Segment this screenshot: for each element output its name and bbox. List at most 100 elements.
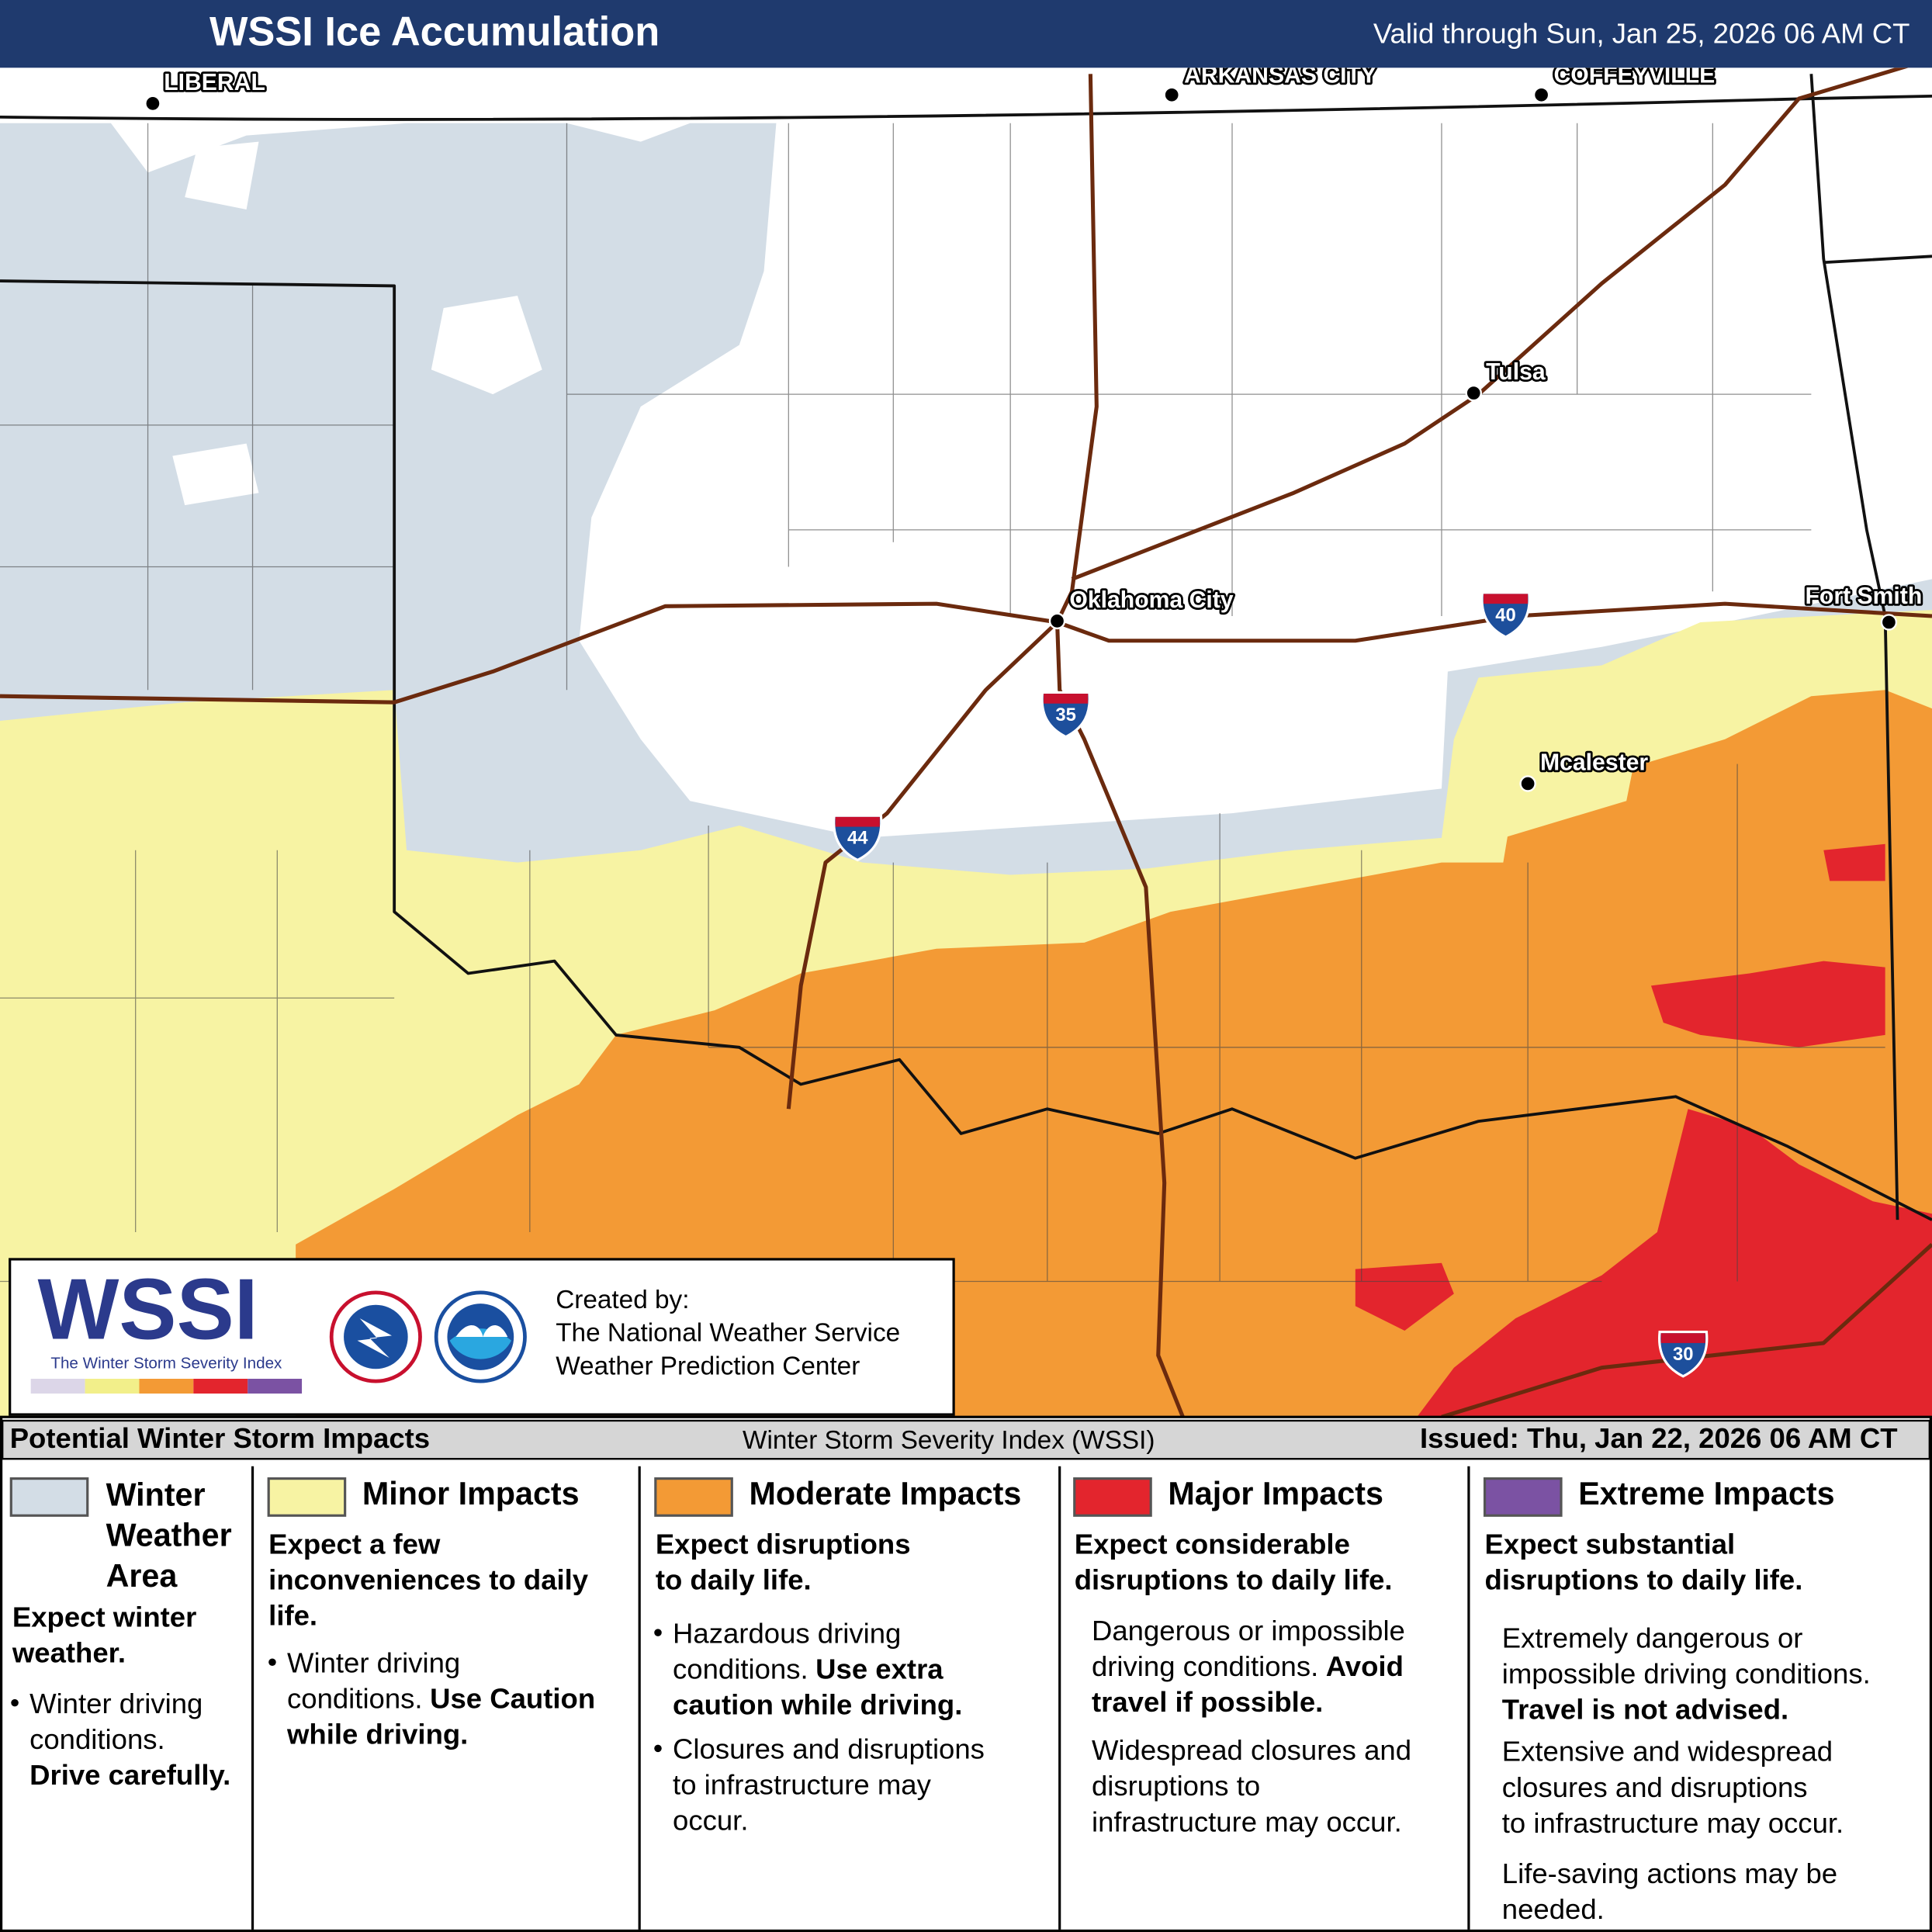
legend-text-line: infrastructure may occur. xyxy=(1092,1806,1402,1837)
legend-category-name: Winter xyxy=(106,1477,206,1512)
minor-impacts-patch xyxy=(1453,726,1639,838)
legend-index-name: Winter Storm Severity Index (WSSI) xyxy=(743,1426,1155,1455)
legend-text: conditions. xyxy=(29,1723,165,1754)
city-label: COFFEYVILLE xyxy=(1553,62,1715,88)
legend-text: infrastructure may occur. xyxy=(1092,1806,1402,1837)
legend-text-line: disruptions to xyxy=(1092,1770,1260,1802)
legend-text: disruptions to xyxy=(1092,1770,1260,1802)
major-impacts-area xyxy=(1355,843,1932,1418)
county-lines xyxy=(0,123,1885,1283)
city-dot xyxy=(1519,775,1536,792)
state-borders xyxy=(0,74,1932,1221)
city-dot xyxy=(1163,86,1180,103)
city-label: ARKANSAS CITY xyxy=(1184,62,1376,88)
legend-text: Extensive and widespread xyxy=(1502,1735,1833,1767)
legend-category-name: Minor Impacts xyxy=(362,1476,580,1511)
legend-emphasis: Avoid xyxy=(1326,1650,1404,1682)
legend-text: driving conditions. xyxy=(1092,1650,1318,1682)
city-label: Fort Smith xyxy=(1806,583,1923,609)
legend-emphasis: Use extra xyxy=(815,1653,943,1684)
interstate-shield-top xyxy=(835,816,880,827)
legend-text: conditions. xyxy=(287,1682,423,1714)
logo-color-bar xyxy=(30,1378,303,1394)
legend-text: Dangerous or impossible xyxy=(1092,1615,1405,1646)
legend-text-line: Extensive and widespread xyxy=(1502,1735,1833,1767)
legend-text: Closures and disruptions xyxy=(673,1733,985,1764)
legend-bullet xyxy=(268,1658,276,1666)
legend-text: Hazardous driving xyxy=(673,1617,901,1649)
legend-text-line: to infrastructure may occur. xyxy=(1502,1806,1844,1838)
credits-line: The National Weather Service xyxy=(556,1319,900,1348)
legend-swatch xyxy=(1483,1477,1563,1517)
legend-text-line: closures and disruptions xyxy=(1502,1771,1808,1802)
legend-summary: Expect a few xyxy=(268,1529,441,1560)
legend-swatch xyxy=(9,1477,89,1517)
legend-text-line: Drive carefully. xyxy=(29,1759,230,1791)
legend-bullet xyxy=(654,1744,662,1753)
legend-text-line: impossible driving conditions. xyxy=(1502,1657,1871,1689)
legend-text-line: Extremely dangerous or xyxy=(1502,1622,1803,1653)
legend-swatch xyxy=(267,1477,347,1517)
legend-text-line: Winter driving xyxy=(287,1646,460,1678)
legend-text-line: Dangerous or impossible xyxy=(1092,1615,1405,1646)
legend-text-line: Closures and disruptions xyxy=(673,1733,985,1764)
legend-text: Widespread closures and xyxy=(1092,1734,1411,1766)
legend-swatch xyxy=(1073,1477,1152,1517)
legend-text: occur. xyxy=(673,1804,748,1836)
legend-dividers xyxy=(251,1466,1470,1930)
map-title: WSSI Ice Accumulation xyxy=(209,9,660,54)
legend-text-line: Life-saving actions may be xyxy=(1502,1858,1837,1889)
interstate-shield-top xyxy=(1044,694,1089,704)
legend-text-line: while driving. xyxy=(286,1718,468,1750)
legend-bullet xyxy=(11,1698,19,1707)
legend-category-name: Area xyxy=(106,1558,178,1594)
legend-emphasis: Drive carefully. xyxy=(29,1759,230,1791)
city-label: Mcalester xyxy=(1540,750,1648,776)
legend-text: Winter driving xyxy=(29,1687,203,1719)
interstate-number: 40 xyxy=(1495,604,1516,625)
legend-category-name: Moderate Impacts xyxy=(750,1476,1022,1511)
legend-text-line: Widespread closures and xyxy=(1092,1734,1411,1766)
map: LIBERAL ARKANSAS CITY COFFEYVILLE Tulsa Okla… xyxy=(0,62,1932,1418)
legend-summary: Expect substantial xyxy=(1485,1529,1736,1560)
legend-emphasis: travel if possible. xyxy=(1092,1686,1323,1718)
city-dot xyxy=(1048,612,1066,630)
legend-text: needed. xyxy=(1502,1893,1605,1925)
legend-title: Potential Winter Storm Impacts xyxy=(10,1422,430,1454)
legend-emphasis: Use Caution xyxy=(430,1682,595,1714)
legend-summary: Expect considerable xyxy=(1075,1529,1350,1560)
legend-text-line: conditions. Use extra xyxy=(673,1653,943,1684)
legend-text: conditions. xyxy=(673,1653,808,1684)
legend-frame xyxy=(0,1415,1932,1932)
legend-summary: Expect disruptions xyxy=(656,1529,911,1560)
legend-text-line: travel if possible. xyxy=(1092,1686,1323,1718)
wssi-logo: WSSI xyxy=(38,1260,258,1357)
legend-swatch xyxy=(654,1477,733,1517)
logo-subtitle: The Winter Storm Severity Index xyxy=(50,1354,282,1372)
city-dot xyxy=(144,95,161,113)
city-label: Tulsa xyxy=(1486,359,1546,385)
legend-text: closures and disruptions xyxy=(1502,1771,1808,1802)
legend-text-line: caution while driving. xyxy=(673,1688,962,1720)
legend-text-line: Travel is not advised. xyxy=(1502,1693,1788,1725)
legend-text: Extremely dangerous or xyxy=(1502,1622,1803,1653)
legend-text: to infrastructure may xyxy=(673,1768,932,1800)
valid-time: Valid through Sun, Jan 25, 2026 06 AM CT xyxy=(1373,18,1910,50)
legend-text-line: driving conditions. Avoid xyxy=(1092,1650,1404,1682)
moderate-impacts-area xyxy=(296,690,1932,1418)
city-dot xyxy=(1532,86,1550,103)
legend-category-name: Major Impacts xyxy=(1168,1476,1383,1511)
city-label: LIBERAL xyxy=(164,70,265,95)
city-dot xyxy=(1465,384,1482,402)
clear-patch xyxy=(172,141,542,506)
header-bar xyxy=(0,0,1932,68)
legend-text: impossible driving conditions. xyxy=(1502,1657,1871,1689)
legend-summary: disruptions to daily life. xyxy=(1485,1564,1803,1596)
legend-category-name: Extreme Impacts xyxy=(1578,1476,1834,1511)
legend-text-line: conditions. Use Caution xyxy=(287,1682,595,1714)
interstate-number: 30 xyxy=(1673,1344,1694,1365)
legend-emphasis: while driving. xyxy=(286,1718,468,1750)
legend-summary: Expect winter xyxy=(12,1601,196,1633)
legend-category-name: Weather xyxy=(106,1518,232,1553)
